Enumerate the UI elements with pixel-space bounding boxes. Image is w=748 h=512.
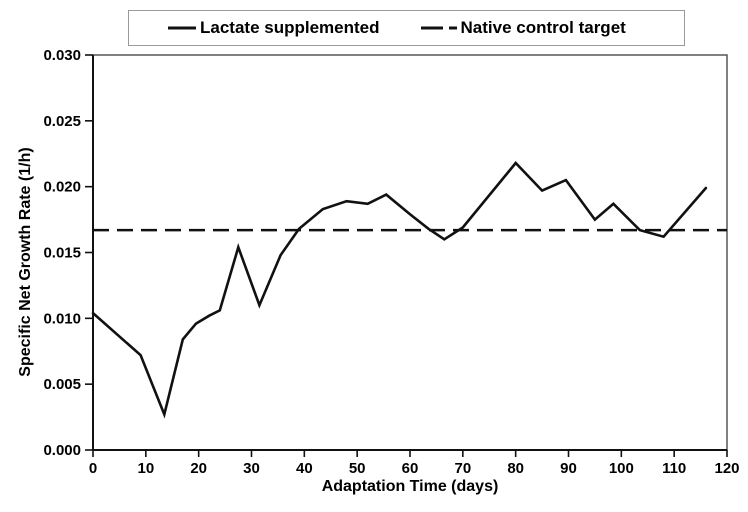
y-tick-label: 0.030 [43, 47, 81, 64]
x-tick-label: 30 [243, 460, 260, 477]
dashed-line-icon [420, 26, 457, 30]
x-tick-label: 50 [349, 460, 366, 477]
x-tick-label: 20 [190, 460, 207, 477]
legend-item-lactate-supplemented: Lactate supplemented [167, 18, 380, 38]
y-tick-label: 0.020 [43, 179, 81, 196]
x-tick-label: 120 [714, 460, 739, 477]
y-axis-ticks: 0.000 0.005 0.010 0.015 0.020 0.025 0.030 [43, 47, 93, 459]
legend-item-native-control-target: Native control target [420, 18, 626, 38]
legend-label-lactate-supplemented: Lactate supplemented [200, 18, 380, 37]
x-tick-label: 80 [507, 460, 524, 477]
legend-label-native-control-target: Native control target [460, 18, 626, 37]
y-tick-label: 0.000 [43, 442, 81, 459]
x-axis-ticks: 0 10 20 30 40 50 60 70 80 90 100 110 120 [89, 450, 740, 477]
chart-legend: Lactate supplemented Native control targ… [128, 10, 685, 46]
y-tick-label: 0.025 [43, 113, 81, 130]
x-tick-label: 100 [609, 460, 634, 477]
x-tick-label: 70 [454, 460, 471, 477]
lactate-supplemented-line [91, 161, 708, 419]
x-tick-label: 40 [296, 460, 313, 477]
y-tick-label: 0.005 [43, 376, 81, 393]
x-tick-label: 0 [89, 460, 97, 477]
x-tick-label: 10 [137, 460, 154, 477]
plot-frame [92, 54, 728, 451]
y-tick-label: 0.015 [43, 245, 81, 262]
x-tick-label: 90 [560, 460, 577, 477]
x-axis-title: Adaptation Time (days) [321, 478, 499, 495]
x-tick-label: 60 [402, 460, 419, 477]
y-tick-label: 0.010 [43, 310, 81, 327]
x-tick-label: 110 [662, 460, 686, 477]
solid-line-icon [168, 26, 196, 30]
